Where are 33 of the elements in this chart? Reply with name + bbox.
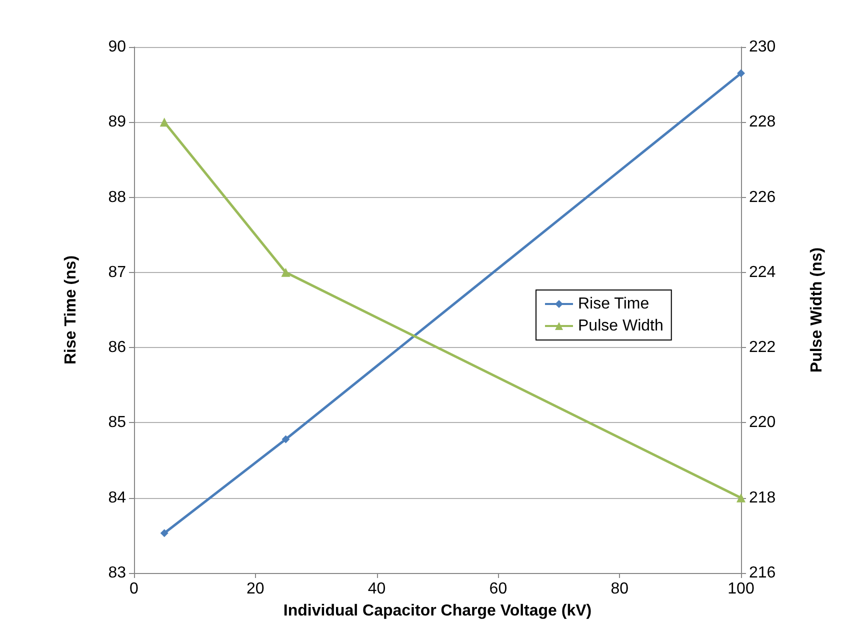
y2-tick-label: 230 (749, 38, 776, 56)
y2-tick-label: 222 (749, 339, 776, 356)
y2-tick-label: 216 (749, 564, 776, 582)
x-tick-label: 60 (489, 580, 508, 598)
y2-tick-label: 226 (749, 188, 776, 206)
y2-axis-title: Pulse Width (ns) (808, 247, 826, 373)
y-tick-label: 85 (108, 414, 126, 432)
point (160, 118, 169, 127)
y2-tick-label: 228 (749, 114, 776, 131)
y-tick-label: 88 (108, 188, 126, 206)
point (282, 435, 290, 444)
x-tick-label: 20 (246, 580, 264, 598)
point (737, 69, 745, 78)
y-tick-label: 87 (108, 264, 126, 281)
x-tick-label: 0 (130, 580, 139, 598)
x-tick-label: 40 (368, 580, 386, 598)
y-tick-label: 84 (108, 489, 126, 506)
x-tick-label: 100 (728, 580, 754, 598)
point (736, 493, 746, 502)
y-tick-label: 83 (108, 564, 126, 582)
y-axis-title: Rise Time (ns) (62, 255, 80, 365)
y2-tick-label: 218 (749, 489, 776, 506)
legend-label: Rise Time (578, 296, 650, 312)
x-axis-title: Individual Capacitor Charge Voltage (kV) (283, 602, 592, 620)
y2-tick-label: 224 (749, 264, 776, 281)
point (160, 529, 168, 538)
y2-tick-label: 220 (749, 414, 776, 432)
y-tick-label: 86 (108, 339, 126, 356)
legend-label: Pulse Width (578, 318, 664, 334)
x-tick-label: 80 (610, 580, 629, 598)
y-tick-label: 90 (108, 38, 126, 56)
y-tick-label: 89 (108, 114, 126, 131)
point (281, 268, 290, 277)
